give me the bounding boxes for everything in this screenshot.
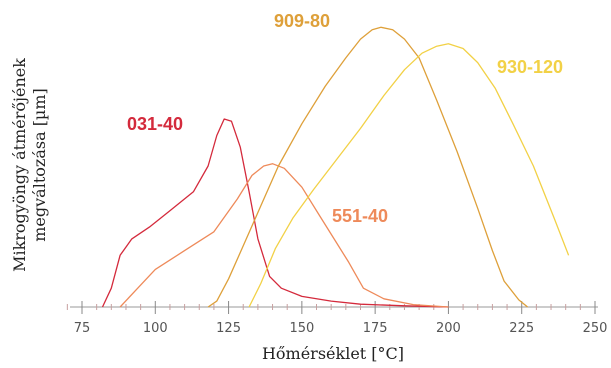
x-tick-label: 175: [363, 321, 388, 336]
y-axis-title: Mikrogyöngy átmérőjének megváltozása [µm…: [10, 58, 49, 272]
x-axis-minor-ticks: [66, 304, 581, 310]
series-line-909-80: [207, 26, 529, 308]
x-tick-label: 225: [509, 321, 534, 336]
x-axis-title: Hőmérséklet [°C]: [262, 344, 404, 363]
series-labels: 031-40 551-40 909-80 930-120: [127, 11, 563, 226]
series-lines: [101, 26, 570, 308]
series-line-551-40: [119, 163, 449, 308]
x-axis-major-ticks: [81, 301, 596, 314]
x-tick-label: 100: [143, 321, 168, 336]
x-tick-label: 125: [216, 321, 241, 336]
y-axis-title-line2: megváltozása [µm]: [30, 88, 49, 242]
series-line-930-120: [248, 43, 570, 308]
series-label-551-40: 551-40: [332, 206, 388, 226]
x-tick-label: 75: [74, 321, 91, 336]
y-axis-title-line1: Mikrogyöngy átmérőjének: [10, 58, 29, 272]
x-tick-label: 200: [436, 321, 461, 336]
x-axis-tick-labels: 75 100 125 150 175 200 225 250: [74, 321, 608, 336]
series-label-031-40: 031-40: [127, 114, 183, 134]
series-label-930-120: 930-120: [497, 57, 563, 77]
x-tick-label: 150: [289, 321, 314, 336]
series-line-031-40: [101, 118, 449, 308]
series-label-909-80: 909-80: [274, 11, 330, 31]
x-tick-label: 250: [583, 321, 608, 336]
